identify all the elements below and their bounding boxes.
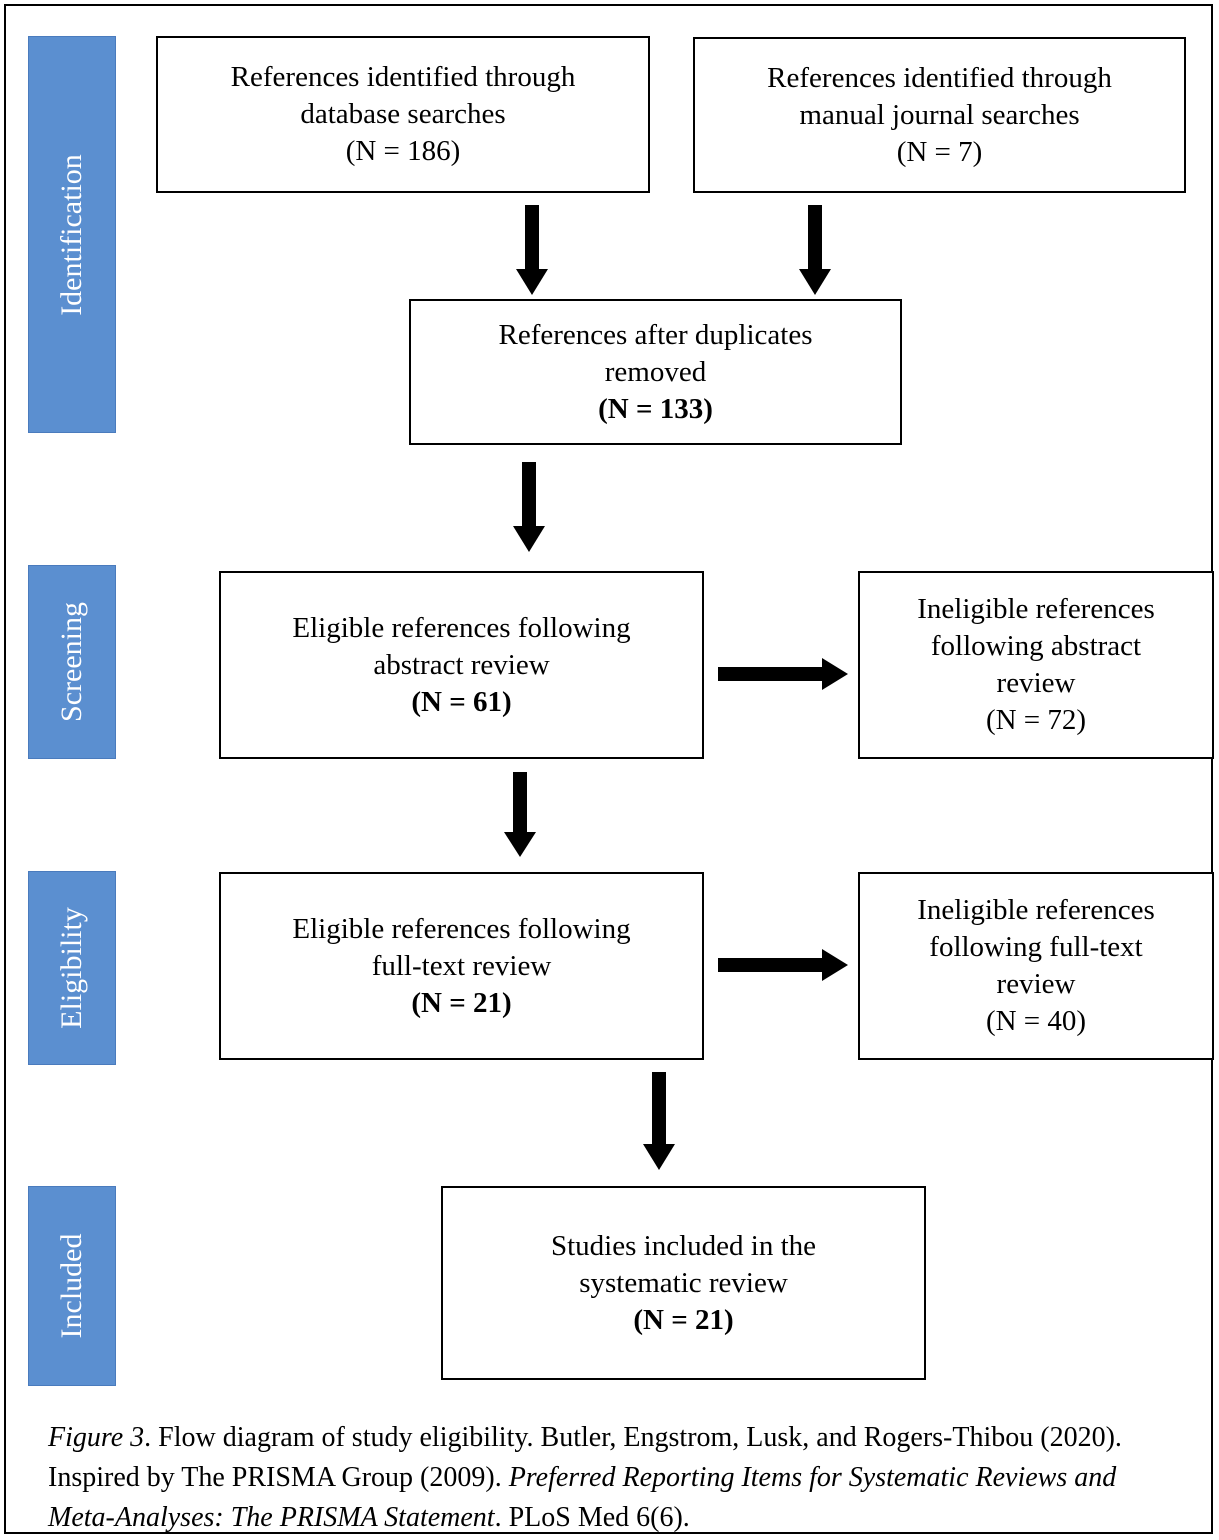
manual-search-line1: References identified through: [767, 61, 1112, 94]
included-box: Studies included in the systematic revie…: [441, 1186, 926, 1380]
arrow-deduplicated-to-abstract: [513, 462, 545, 552]
included-count: (N = 21): [633, 1303, 734, 1336]
database-search-count: (N = 186): [345, 135, 461, 167]
caption-text: . Flow diagram of study eligibility. But…: [48, 1422, 1122, 1493]
fulltext-ineligible-line3: review: [996, 968, 1076, 1000]
figure-caption: Figure 3. Flow diagram of study eligibil…: [48, 1418, 1188, 1538]
manual-search-count: (N = 7): [896, 135, 983, 168]
fulltext-eligible-line1: Eligible references following: [292, 912, 631, 945]
abstract-eligible-count: (N = 61): [411, 685, 512, 718]
abstract-ineligible-box: Ineligible references following abstract…: [858, 571, 1214, 759]
abstract-ineligible-line3: review: [996, 667, 1076, 699]
abstract-eligible-line2: abstract review: [373, 648, 550, 681]
arrow-abstract-to-ineligible: [718, 658, 848, 690]
abstract-ineligible-line2: following abstract: [930, 630, 1142, 662]
fulltext-ineligible-line1: Ineligible references: [917, 894, 1155, 926]
arrow-fulltext-to-included: [643, 1072, 675, 1170]
fulltext-ineligible-box: Ineligible references following full-tex…: [858, 872, 1214, 1060]
manual-search-line2: manual journal searches: [799, 98, 1080, 131]
figure-border: [4, 4, 1213, 1534]
arrow-fulltext-to-ineligible: [718, 949, 848, 981]
caption-label: Figure 3: [48, 1422, 145, 1453]
deduplicated-line1: References after duplicates: [498, 318, 813, 351]
abstract-eligible-box: Eligible references following abstract r…: [219, 571, 704, 759]
fulltext-eligible-line2: full-text review: [371, 949, 552, 982]
manual-search-box: References identified through manual jou…: [693, 37, 1186, 193]
phase-eligibility: Eligibility: [28, 871, 116, 1065]
phase-included: Included: [28, 1186, 116, 1386]
caption-source: . PLoS Med 6(6).: [494, 1502, 690, 1533]
caption-title: Preferred Reporting Items for Systematic…: [48, 1462, 1117, 1533]
abstract-ineligible-count: (N = 72): [985, 704, 1087, 736]
fulltext-eligible-box: Eligible references following full-text …: [219, 872, 704, 1060]
arrow-database-to-deduplicated: [516, 205, 548, 295]
fulltext-eligible-count: (N = 21): [411, 986, 512, 1019]
database-search-line2: database searches: [300, 98, 506, 130]
phase-identification: Identification: [28, 36, 116, 433]
abstract-ineligible-line1: Ineligible references: [917, 593, 1155, 625]
arrow-abstract-to-fulltext: [504, 772, 536, 857]
included-line1: Studies included in the: [551, 1229, 816, 1262]
included-line2: systematic review: [579, 1266, 788, 1299]
phase-screening: Screening: [28, 565, 116, 759]
database-search-box: References identified through database s…: [156, 36, 650, 193]
database-search-line1: References identified through: [230, 61, 576, 93]
fulltext-ineligible-line2: following full-text: [929, 931, 1143, 963]
deduplicated-box: References after duplicates removed (N =…: [409, 299, 902, 445]
deduplicated-line2: removed: [604, 355, 707, 388]
abstract-eligible-line1: Eligible references following: [292, 611, 631, 644]
fulltext-ineligible-count: (N = 40): [985, 1005, 1087, 1037]
arrow-manual-to-deduplicated: [799, 205, 831, 295]
deduplicated-count: (N = 133): [598, 392, 713, 425]
